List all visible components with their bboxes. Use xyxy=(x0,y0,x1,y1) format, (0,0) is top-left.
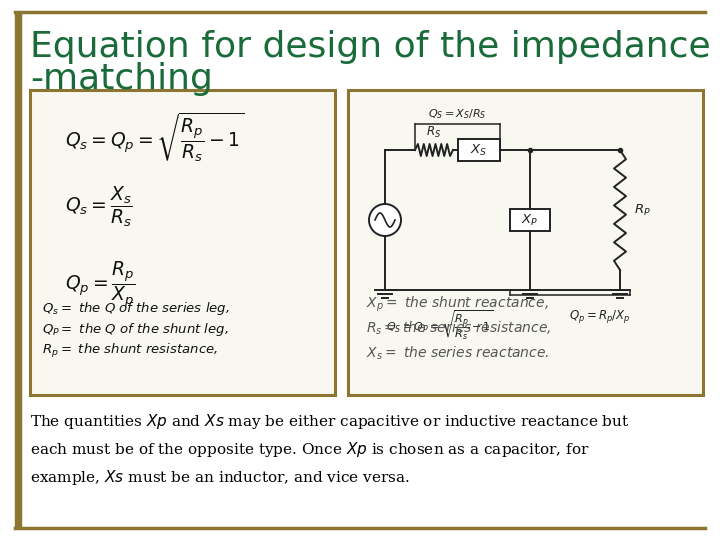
Text: Equation for design of the impedance: Equation for design of the impedance xyxy=(30,30,711,64)
Bar xyxy=(30,90,335,395)
Text: $X_p =$ the shunt reactance,: $X_p =$ the shunt reactance, xyxy=(366,295,549,314)
Bar xyxy=(510,209,550,231)
Text: $Q_S = X_S/R_S$: $Q_S = X_S/R_S$ xyxy=(428,107,487,121)
Text: The quantities $\it{Xp}$ and $\it{Xs}$ may be either capacitive or inductive rea: The quantities $\it{Xp}$ and $\it{Xs}$ m… xyxy=(30,412,629,431)
Text: $X_P$: $X_P$ xyxy=(521,212,539,227)
Text: $Q_s = Q_p = \sqrt{\dfrac{R_p}{R_s} - 1}$: $Q_s = Q_p = \sqrt{\dfrac{R_p}{R_s} - 1}… xyxy=(65,110,244,164)
Bar xyxy=(458,139,500,161)
Text: $Q_p = \dfrac{R_p}{X_p}$: $Q_p = \dfrac{R_p}{X_p}$ xyxy=(65,260,135,310)
Text: $Q_s = \dfrac{X_s}{R_s}$: $Q_s = \dfrac{X_s}{R_s}$ xyxy=(65,185,132,230)
Text: $Q_p = R_p/X_p$: $Q_p = R_p/X_p$ xyxy=(569,308,631,325)
Text: $Q_P =$ the $Q$ of the shunt leg,: $Q_P =$ the $Q$ of the shunt leg, xyxy=(42,321,229,338)
Text: -matching: -matching xyxy=(30,62,213,96)
Bar xyxy=(15,12,21,528)
Text: $R_s =$ the series resistance,: $R_s =$ the series resistance, xyxy=(366,320,552,338)
Text: $R_S$: $R_S$ xyxy=(426,125,441,140)
Text: $X_S$: $X_S$ xyxy=(470,143,487,158)
Text: example, $\it{Xs}$ must be an inductor, and vice versa.: example, $\it{Xs}$ must be an inductor, … xyxy=(30,468,410,487)
Bar xyxy=(348,90,703,395)
Text: $R_p =$ the shunt resistance,: $R_p =$ the shunt resistance, xyxy=(42,342,218,360)
Text: $X_s =$ the series reactance.: $X_s =$ the series reactance. xyxy=(366,345,549,362)
Text: $R_P$: $R_P$ xyxy=(634,202,651,218)
Text: each must be of the opposite type. Once $\it{Xp}$ is chosen as a capacitor, for: each must be of the opposite type. Once … xyxy=(30,440,590,459)
Text: $Q_S = Q_P = \sqrt{\dfrac{R_p}{R_s}-1}$: $Q_S = Q_P = \sqrt{\dfrac{R_p}{R_s}-1}$ xyxy=(386,308,494,342)
Text: $Q_s =$ the $Q$ of the series leg,: $Q_s =$ the $Q$ of the series leg, xyxy=(42,300,230,317)
Circle shape xyxy=(369,204,401,236)
